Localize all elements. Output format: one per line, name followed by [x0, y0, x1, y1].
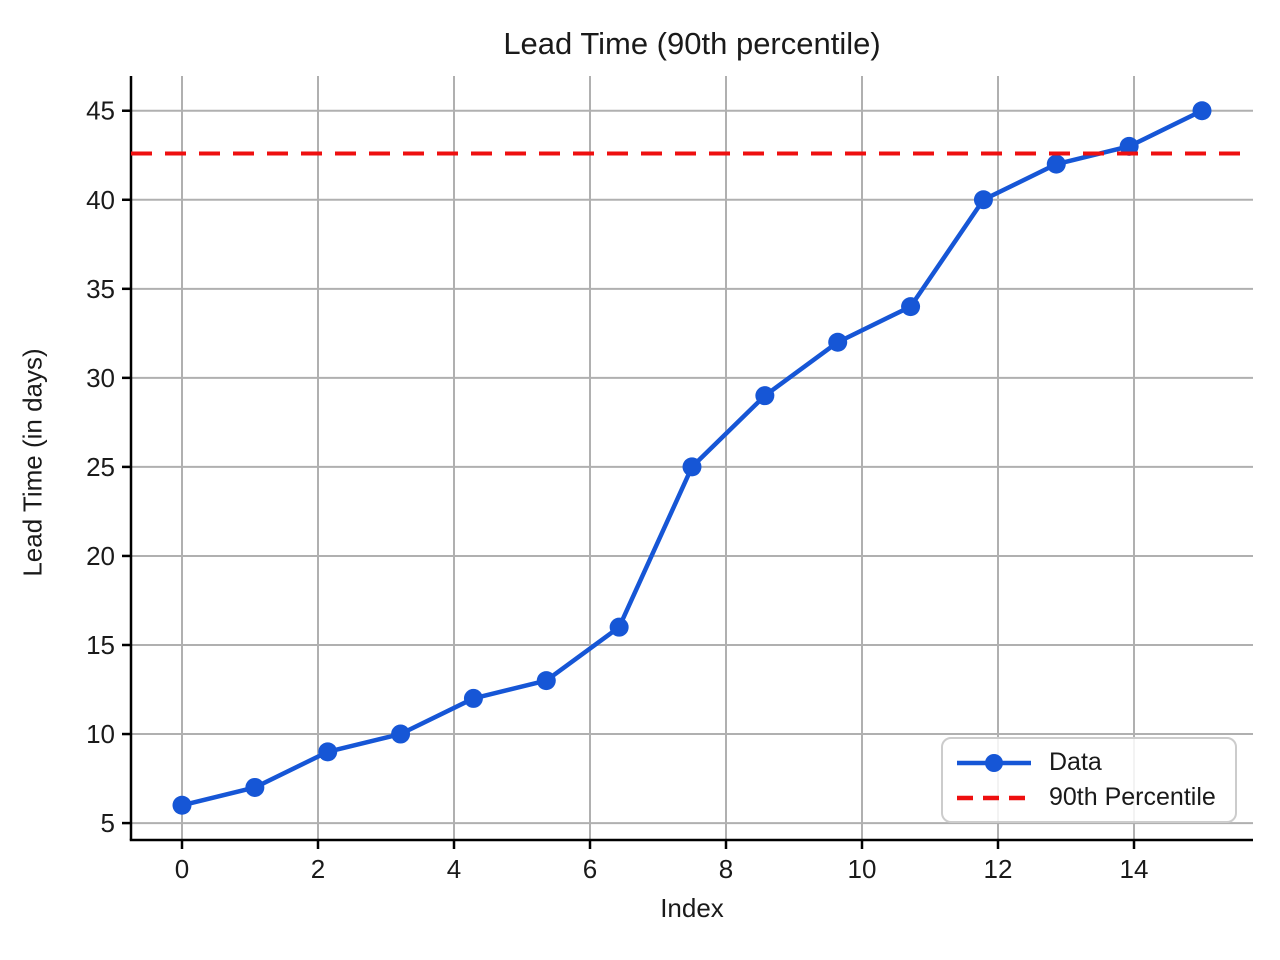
- legend-label-data: Data: [1049, 748, 1102, 776]
- legend-entry-data: Data: [955, 745, 1223, 780]
- x-tick-label: 14: [1120, 854, 1149, 884]
- x-tick-label: 0: [175, 854, 189, 884]
- data-point: [609, 617, 629, 637]
- data-point: [318, 742, 338, 762]
- y-tick-label: 30: [86, 363, 115, 393]
- data-point: [245, 777, 265, 797]
- x-axis-label: Index: [660, 893, 724, 923]
- data-point: [391, 724, 411, 744]
- data-point: [172, 795, 192, 815]
- y-tick-label: 10: [86, 719, 115, 749]
- x-tick-label: 10: [848, 854, 877, 884]
- y-tick-label: 15: [86, 630, 115, 660]
- y-tick-label: 20: [86, 541, 115, 571]
- legend: Data 90th Percentile: [941, 737, 1237, 823]
- x-tick-label: 2: [311, 854, 325, 884]
- data-point: [1119, 136, 1139, 156]
- x-tick-label: 4: [447, 854, 461, 884]
- data-point: [1192, 101, 1212, 121]
- y-tick-label: 40: [86, 185, 115, 215]
- data-point: [463, 688, 483, 708]
- data-point: [901, 297, 921, 317]
- chart-title: Lead Time (90th percentile): [503, 26, 881, 61]
- legend-entry-percentile: 90th Percentile: [955, 780, 1223, 815]
- data-point: [828, 332, 848, 352]
- y-tick-label: 35: [86, 274, 115, 304]
- data-point: [1046, 154, 1066, 174]
- x-tick-label: 12: [984, 854, 1013, 884]
- x-tick-label: 8: [719, 854, 733, 884]
- legend-label-percentile: 90th Percentile: [1049, 783, 1216, 811]
- data-point: [973, 190, 993, 210]
- data-point: [682, 457, 702, 477]
- data-point: [536, 671, 556, 691]
- data-series-sample-icon: [957, 753, 1031, 772]
- x-tick-label: 6: [583, 854, 597, 884]
- y-tick-label: 45: [86, 96, 115, 126]
- y-tick-label: 25: [86, 452, 115, 482]
- percentile-line-sample-icon: [957, 795, 1031, 800]
- y-tick-label: 5: [101, 808, 115, 838]
- data-point: [755, 386, 775, 406]
- y-axis-label: Lead Time (in days): [17, 348, 48, 577]
